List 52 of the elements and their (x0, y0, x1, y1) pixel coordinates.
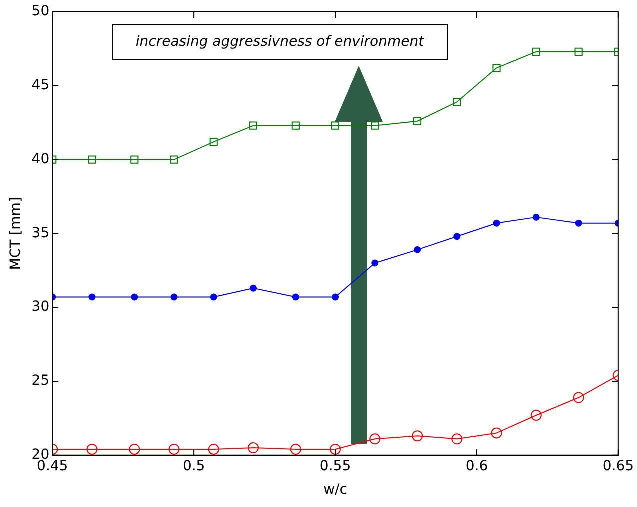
point (532, 214, 540, 221)
point (453, 98, 462, 106)
point (210, 138, 218, 146)
point (412, 430, 424, 442)
point (532, 48, 540, 56)
x-axis-title: w/c (324, 482, 348, 498)
x-tick-label: 0.6 (466, 458, 488, 474)
point (454, 233, 461, 240)
y-tick-label: 25 (32, 373, 50, 390)
x-tick-label: 0.5 (182, 458, 206, 474)
annotation: increasing aggressivness of environment (112, 24, 448, 60)
point (292, 122, 300, 130)
y-tick-label: 35 (32, 225, 50, 242)
point (332, 294, 340, 301)
point (452, 434, 463, 445)
point (129, 444, 140, 455)
point (210, 294, 218, 301)
point (290, 444, 302, 455)
x-tick-label: 0.55 (320, 458, 352, 474)
point (170, 294, 178, 301)
x-tick-label: 0.65 (602, 458, 634, 474)
y-axis-title: MCT [mm] (8, 197, 24, 270)
y-tick-label: 40 (32, 151, 50, 168)
point (250, 284, 257, 292)
point (131, 294, 138, 301)
point (88, 294, 96, 301)
y-tick-label: 50 (32, 4, 50, 20)
point (493, 220, 500, 227)
point (330, 444, 342, 455)
point (414, 117, 422, 126)
point (370, 434, 381, 445)
y-tick-label: 45 (32, 78, 50, 94)
point (414, 246, 422, 254)
point (372, 260, 379, 267)
point (170, 156, 178, 164)
point (371, 122, 380, 130)
point (292, 294, 300, 301)
point (249, 122, 258, 130)
point (575, 220, 582, 227)
point (491, 428, 502, 439)
point (168, 444, 180, 455)
y-tick-label: 30 (32, 299, 50, 316)
point (130, 156, 139, 164)
point (86, 444, 98, 455)
point (530, 410, 542, 421)
point (492, 64, 501, 72)
point (573, 392, 584, 404)
point (88, 156, 96, 164)
point (248, 442, 259, 454)
point (574, 48, 583, 56)
point (208, 444, 220, 455)
point (331, 122, 340, 130)
